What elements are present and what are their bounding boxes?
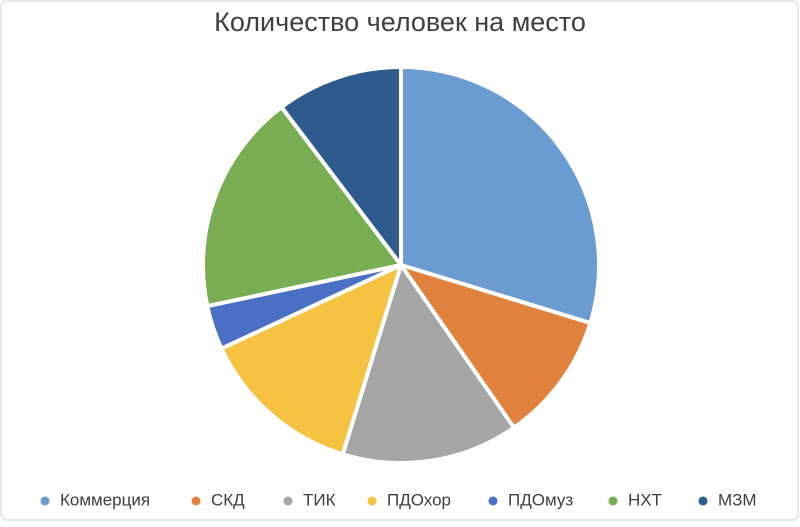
pie-slice [219,263,403,457]
legend-label: ПДОмуз [508,490,573,509]
pie-slice [201,105,403,309]
legend-label: СКД [211,490,245,509]
legend-label: МЗМ [718,490,757,509]
legend-marker [488,496,498,506]
pie-slice [279,65,403,267]
legend-marker [40,496,50,506]
pie-slice [399,263,593,430]
legend-marker [608,496,618,506]
legend-marker [191,496,201,506]
legend-marker [283,496,293,506]
pie-slice [340,263,516,465]
legend-label: Коммерция [60,490,150,509]
pie-slice [399,65,601,325]
legend-marker [367,496,377,506]
legend-label: НХТ [628,490,662,509]
legend-label: ПДОхор [387,490,451,509]
legend-marker [698,496,708,506]
legend-label: ТИК [303,490,336,509]
chart-title: Количество человек на место [214,7,586,37]
